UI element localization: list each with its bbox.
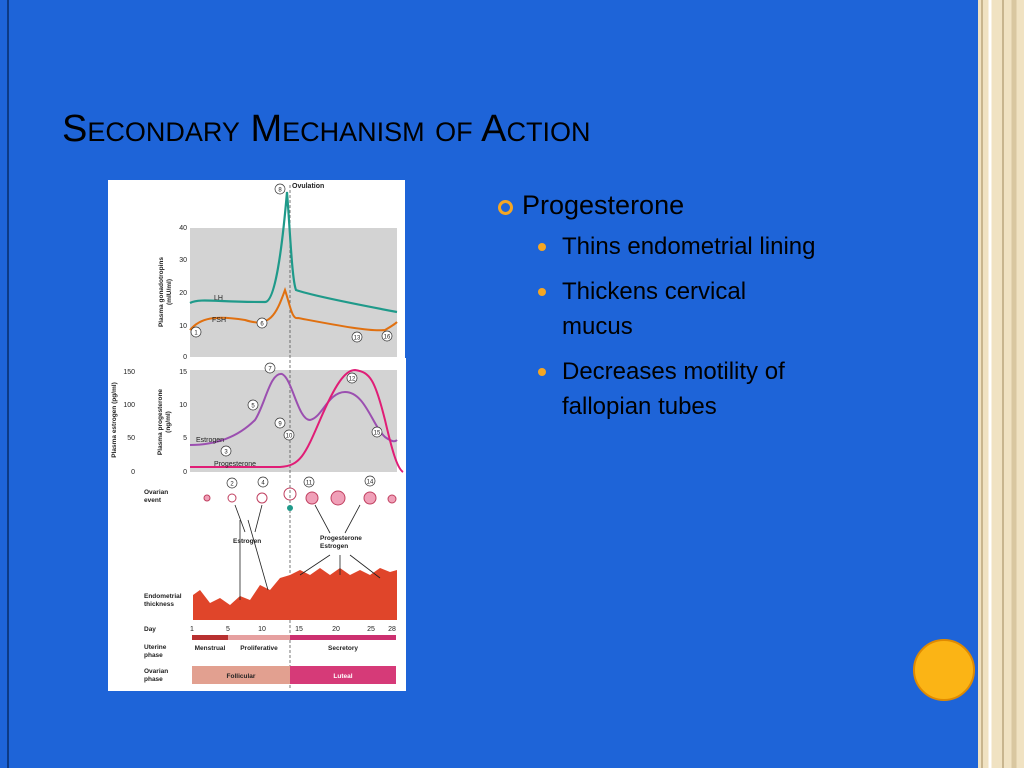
tick-label: 15 bbox=[179, 369, 187, 376]
marker-circle bbox=[256, 317, 268, 329]
marker-number: 15 bbox=[374, 431, 381, 437]
tick-label: 5 bbox=[183, 435, 187, 442]
figure-label: Ovarian bbox=[144, 668, 168, 675]
tick-label: 10 bbox=[179, 402, 187, 409]
marker-number: 11 bbox=[306, 481, 313, 487]
marker-circle bbox=[381, 330, 393, 342]
slide-title: Secondary Mechanism of Action bbox=[62, 108, 591, 150]
line: Decreases motility of bbox=[562, 358, 785, 385]
marker-circle bbox=[274, 183, 286, 195]
figure-label: Estrogen bbox=[320, 543, 348, 550]
marker-number: 8 bbox=[278, 188, 282, 194]
figure-label: Luteal bbox=[333, 673, 352, 680]
figure-label: Secretory bbox=[328, 645, 358, 652]
bullet: Progesterone bbox=[498, 190, 815, 221]
marker-number: 2 bbox=[230, 482, 234, 488]
tick-label: 0 bbox=[183, 469, 187, 476]
marker-circle bbox=[264, 362, 276, 374]
marker-circle bbox=[351, 331, 363, 343]
marker-circle bbox=[220, 445, 232, 457]
day-tick: 28 bbox=[388, 626, 396, 633]
figure-label: Proliferative bbox=[240, 645, 278, 652]
figure-label: (ng/ml) bbox=[165, 411, 172, 433]
tick-label: 30 bbox=[179, 257, 187, 264]
marker-circle bbox=[371, 426, 383, 438]
figure-label: Estrogen bbox=[196, 437, 224, 444]
tick-label: 0 bbox=[183, 354, 187, 361]
marker-circle bbox=[247, 399, 259, 411]
marker-number: 4 bbox=[261, 481, 265, 487]
marker-circle bbox=[274, 417, 286, 429]
marker-number: 5 bbox=[251, 404, 255, 410]
figure-label: FSH bbox=[212, 317, 226, 324]
tick-label: 150 bbox=[123, 369, 135, 376]
line: fallopian tubes bbox=[562, 393, 717, 420]
marker-number: 3 bbox=[224, 450, 228, 456]
marker-circle bbox=[364, 475, 376, 487]
figure-label: Plasma estrogen (pg/ml) bbox=[111, 382, 118, 458]
marker-number: 14 bbox=[367, 480, 374, 486]
figure-label: event bbox=[144, 497, 162, 504]
day-tick: 20 bbox=[332, 626, 340, 633]
figure-label: phase bbox=[144, 652, 163, 659]
day-tick: 5 bbox=[226, 626, 230, 633]
tick-label: 20 bbox=[179, 290, 187, 297]
bullet-list: Progesterone Thins endometrial lining Thic… bbox=[498, 190, 815, 434]
marker-circle bbox=[303, 476, 315, 488]
figure-label: Progesterone bbox=[214, 461, 256, 468]
marker-circle bbox=[346, 372, 358, 384]
marker-circle bbox=[190, 326, 202, 338]
figure-label: Plasma progesterone bbox=[157, 389, 164, 455]
marker-number: 1 bbox=[194, 331, 198, 337]
marker-circle bbox=[257, 476, 269, 488]
day-tick: 15 bbox=[295, 626, 303, 633]
marker-circle bbox=[226, 477, 238, 489]
day-tick: 25 bbox=[367, 626, 375, 633]
tick-label: 10 bbox=[179, 323, 187, 330]
marker-number: 13 bbox=[354, 336, 361, 342]
tick-label: 50 bbox=[127, 435, 135, 442]
marker-number: 9 bbox=[278, 422, 282, 428]
figure-label: Progesterone bbox=[320, 535, 362, 542]
day-tick: 1 bbox=[190, 626, 194, 633]
marker-number: 7 bbox=[268, 367, 272, 373]
figure-label: Plasma gonadotropins bbox=[158, 257, 165, 327]
figure-label: Endometrial bbox=[144, 593, 182, 600]
figure-label: Estrogen bbox=[233, 538, 261, 545]
tick-label: 100 bbox=[123, 402, 135, 409]
marker-number: 16 bbox=[384, 335, 391, 341]
line: mucus bbox=[562, 313, 633, 340]
sub-bullet: Decreases motility of fallopian tubes bbox=[538, 354, 815, 424]
sub-bullet: Thickens cervical mucus bbox=[538, 274, 815, 344]
figure-label: phase bbox=[144, 676, 163, 683]
marker-number: 12 bbox=[349, 377, 356, 383]
figure-label: Ovarian bbox=[144, 489, 168, 496]
figure-label: thickness bbox=[144, 601, 174, 608]
figure-label: LH bbox=[214, 295, 223, 302]
figure-label: Uterine bbox=[144, 644, 167, 651]
marker-number: 10 bbox=[286, 434, 293, 440]
figure-label: Ovulation bbox=[292, 183, 324, 190]
tick-label: 40 bbox=[179, 225, 187, 232]
day-tick: 10 bbox=[258, 626, 266, 633]
figure-label: Menstrual bbox=[195, 645, 226, 652]
sub-bullet: Thins endometrial lining bbox=[538, 229, 815, 264]
marker-circle bbox=[283, 429, 295, 441]
tick-label: 0 bbox=[131, 469, 135, 476]
marker-number: 6 bbox=[260, 322, 264, 328]
figure-label: Follicular bbox=[227, 673, 256, 680]
figure-label: (mIU/ml) bbox=[166, 279, 173, 305]
line: Thickens cervical bbox=[562, 278, 747, 305]
figure-label: Day bbox=[144, 626, 156, 633]
